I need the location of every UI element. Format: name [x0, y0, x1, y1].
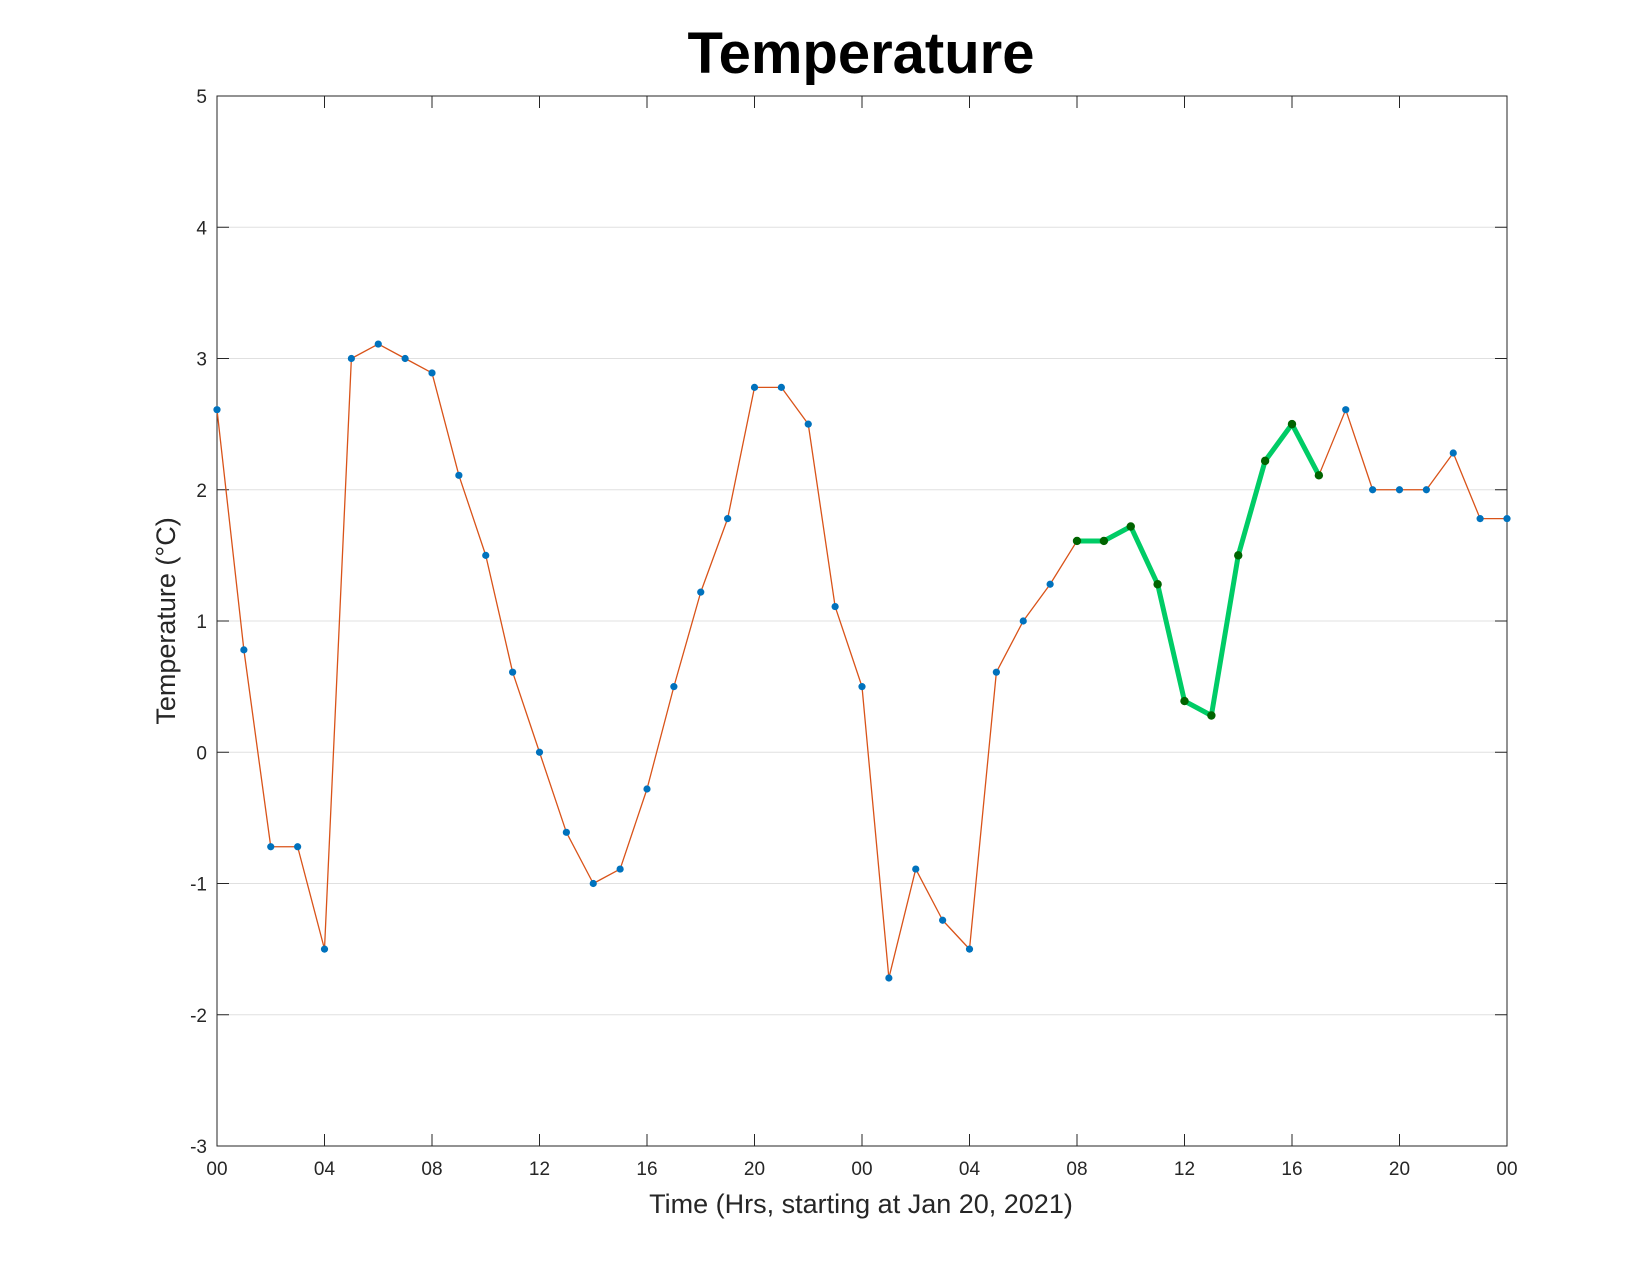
data-point: [697, 588, 705, 596]
data-point: [939, 916, 947, 924]
highlight-point: [1260, 456, 1270, 466]
data-point: [750, 383, 759, 391]
data-point: [509, 668, 517, 676]
highlight-point: [1153, 580, 1162, 589]
highlight-point: [1180, 696, 1189, 706]
axis-ticks: [216, 95, 1508, 1147]
data-point: [267, 843, 275, 851]
x-tick-label: 08: [1066, 1159, 1087, 1180]
x-tick-label: 12: [1174, 1159, 1195, 1180]
data-point: [1503, 515, 1511, 523]
temperature-line: [216, 343, 1507, 979]
x-tick-label: 20: [1389, 1159, 1410, 1180]
data-point: [589, 879, 597, 888]
series-markers: [213, 340, 1511, 982]
x-axis-label: Time (Hrs, starting at Jan 20, 2021): [649, 1189, 1073, 1219]
y-tick-label: -2: [190, 1006, 207, 1027]
data-point: [455, 471, 463, 479]
highlight-point: [1287, 419, 1297, 429]
highlight-line: [1077, 421, 1322, 718]
data-point: [885, 974, 893, 982]
data-point: [320, 945, 329, 953]
x-tick-label: 04: [959, 1159, 981, 1180]
highlight-point: [1099, 536, 1109, 546]
data-point: [347, 354, 355, 363]
highlight-point: [1072, 536, 1082, 546]
data-point: [1449, 449, 1457, 457]
data-point: [616, 865, 624, 873]
chart-title: Temperature: [687, 21, 1034, 86]
data-point: [240, 646, 248, 654]
data-point: [1422, 486, 1430, 494]
data-point: [912, 865, 920, 873]
highlight-point: [1314, 471, 1324, 480]
highlight-point: [1126, 522, 1135, 531]
data-point: [831, 602, 839, 611]
grid-lines: [217, 226, 1507, 1016]
data-point: [965, 945, 974, 953]
y-axis-label: Temperature (°C): [151, 517, 181, 724]
data-point: [374, 340, 382, 348]
y-tick-label: -3: [190, 1137, 207, 1158]
data-point: [1019, 617, 1027, 625]
x-tick-label: 16: [1281, 1159, 1302, 1180]
y-tick-label: 2: [196, 481, 207, 502]
data-point: [1342, 406, 1350, 414]
highlight-point: [1234, 551, 1243, 560]
x-tick-label: 00: [206, 1159, 227, 1180]
data-point: [535, 748, 544, 756]
data-point: [1046, 580, 1054, 588]
data-point: [562, 828, 570, 836]
series-lines: [216, 343, 1507, 979]
data-point: [1369, 486, 1377, 494]
data-point: [1395, 486, 1404, 494]
x-tick-label: 08: [421, 1159, 442, 1180]
data-point: [992, 668, 1000, 676]
data-point: [724, 515, 732, 523]
x-tick-label: 00: [851, 1159, 872, 1180]
y-tick-label: -1: [190, 875, 207, 896]
y-tick-label: 0: [196, 743, 207, 764]
x-tick-label: 16: [636, 1159, 657, 1180]
x-tick-label: 12: [529, 1159, 550, 1180]
data-point: [858, 683, 866, 691]
data-point: [294, 843, 302, 851]
data-point: [804, 420, 812, 428]
highlight-point: [1207, 711, 1216, 720]
y-tick-label: 1: [196, 612, 207, 633]
y-tick-label: 4: [196, 218, 207, 239]
data-point: [428, 369, 436, 377]
x-tick-label: 20: [744, 1159, 765, 1180]
y-tick-label: 5: [196, 87, 207, 108]
data-point: [1476, 515, 1484, 523]
data-point: [643, 785, 651, 793]
data-point: [777, 383, 785, 391]
x-tick-label: 04: [314, 1159, 336, 1180]
data-point: [670, 683, 678, 691]
data-point: [401, 354, 409, 363]
x-tick-label: 00: [1496, 1159, 1517, 1180]
y-tick-label: 3: [196, 350, 207, 371]
data-point: [482, 551, 490, 559]
data-point: [213, 406, 221, 414]
